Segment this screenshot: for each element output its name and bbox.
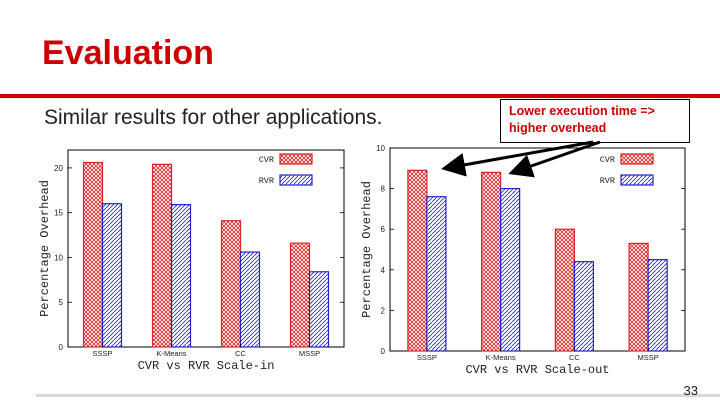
page-number: 33	[683, 383, 698, 398]
y-axis-label: Percentage Overhead	[360, 181, 374, 318]
x-tick-label: K-Means	[156, 349, 186, 358]
legend-label-rvr: RVR	[259, 176, 274, 186]
callout-line-2: higher overhead	[509, 121, 607, 135]
bar-rvr-kmeans	[500, 187, 521, 352]
y-tick-label: 10	[376, 144, 385, 153]
y-tick-label: 6	[381, 225, 386, 234]
legend-swatch-cvr	[279, 153, 313, 165]
x-axis-label: CVR vs RVR Scale-out	[465, 363, 609, 377]
bar-rvr-sssp	[426, 196, 447, 352]
legend-swatch-rvr	[620, 174, 654, 186]
bar-cvr-kmeans	[481, 171, 502, 352]
bar-rvr-mssp	[647, 259, 668, 352]
title-rule	[0, 94, 720, 98]
bar-cvr-mssp	[289, 242, 311, 348]
bar-rvr-mssp	[308, 271, 330, 348]
bar-cvr-cc	[554, 228, 575, 352]
legend-label-rvr: RVR	[600, 176, 615, 186]
callout-line-1: Lower execution time =>	[509, 104, 655, 118]
bar-cvr-sssp	[82, 161, 104, 348]
slide-subtitle: Similar results for other applications.	[44, 106, 383, 129]
bar-rvr-cc	[239, 251, 261, 348]
bar-cvr-sssp	[407, 169, 428, 352]
bar-cvr-cc	[220, 220, 242, 348]
y-tick-label: 2	[381, 306, 386, 315]
x-tick-label: SSSP	[92, 349, 112, 358]
legend-label-cvr: CVR	[600, 155, 615, 165]
y-tick-label: 20	[54, 164, 63, 173]
y-tick-label: 4	[381, 266, 386, 275]
plot-frame	[67, 149, 345, 348]
y-tick-label: 0	[381, 347, 386, 356]
y-tick-label: 10	[54, 253, 63, 262]
bar-rvr-kmeans	[170, 204, 192, 348]
bar-cvr-mssp	[628, 242, 649, 352]
y-axis-label: Percentage Overhead	[38, 180, 52, 317]
y-tick-label: 5	[59, 298, 64, 307]
y-tick-label: 0	[59, 343, 64, 352]
bar-rvr-cc	[573, 261, 594, 352]
footer-bar	[36, 394, 720, 397]
x-tick-label: CC	[569, 353, 580, 362]
y-tick-label: 8	[381, 185, 386, 194]
callout-box: Lower execution time => higher overhead	[500, 99, 690, 143]
y-tick-label: 15	[54, 209, 63, 218]
bar-rvr-sssp	[101, 203, 123, 348]
x-tick-label: K-Means	[486, 353, 516, 362]
bar-cvr-kmeans	[151, 163, 173, 348]
legend-swatch-rvr	[279, 174, 313, 186]
x-tick-label: MSSP	[299, 349, 320, 358]
slide-title: Evaluation	[42, 34, 214, 72]
x-tick-label: MSSP	[637, 353, 658, 362]
x-tick-label: SSSP	[417, 353, 437, 362]
chart-scale-out: 0 2 4 6 8 10 Percentage Overhead SSSP K-Means CC M…	[360, 144, 686, 377]
x-axis-label: CVR vs RVR Scale-in	[138, 359, 275, 373]
x-tick-label: CC	[235, 349, 246, 358]
legend-swatch-cvr	[620, 153, 654, 165]
legend-label-cvr: CVR	[259, 155, 274, 165]
